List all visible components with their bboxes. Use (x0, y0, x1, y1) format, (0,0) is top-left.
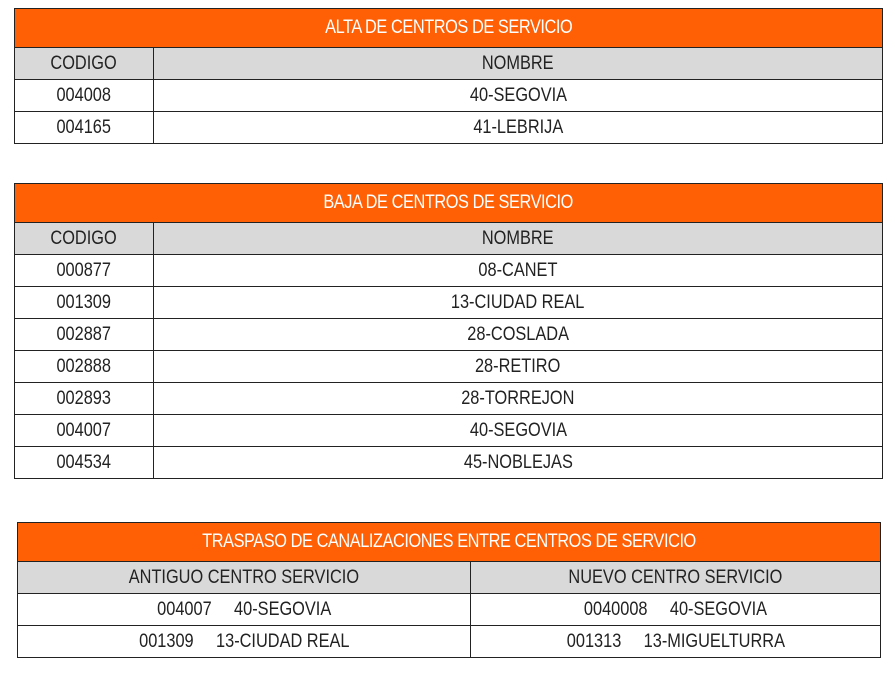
nuevo-nombre: 40-SEGOVIA (669, 598, 768, 620)
codigo-cell: 004007 (56, 419, 112, 441)
codigo-cell: 002888 (56, 355, 112, 377)
table-row: 004165 41-LEBRIJA (14, 111, 883, 144)
nombre-cell: 45-NOBLEJAS (463, 451, 573, 473)
baja-table: BAJA DE CENTROS DE SERVICIO CODIGO NOMBR… (13, 183, 884, 479)
baja-header-row: CODIGO NOMBRE (14, 222, 884, 255)
traspaso-header-row: ANTIGUO CENTRO SERVICIO NUEVO CENTRO SER… (17, 561, 881, 594)
table-row: 004007 40-SEGOVIA 0040008 40-SEGOVIA (17, 593, 881, 626)
alta-table: ALTA DE CENTROS DE SERVICIO CODIGO NOMBR… (14, 8, 883, 144)
traspaso-col-antiguo: ANTIGUO CENTRO SERVICIO (128, 566, 360, 588)
codigo-cell: 004534 (56, 451, 112, 473)
baja-title-row: BAJA DE CENTROS DE SERVICIO (13, 183, 884, 223)
codigo-cell: 002887 (56, 323, 112, 345)
baja-col-nombre: NOMBRE (482, 227, 554, 249)
codigo-cell: 004165 (56, 116, 112, 138)
antiguo-nombre: 13-CIUDAD REAL (215, 630, 350, 652)
table-row: 002887 28-COSLADA (14, 318, 884, 351)
traspaso-table: TRASPASO DE CANALIZACIONES ENTRE CENTROS… (17, 522, 881, 658)
nombre-cell: 40-SEGOVIA (469, 419, 567, 441)
nombre-cell: 28-COSLADA (467, 323, 569, 345)
table-row: 000877 08-CANET (14, 254, 884, 287)
antiguo-codigo: 001309 (138, 630, 194, 652)
antiguo-codigo: 004007 (156, 598, 212, 620)
baja-title: BAJA DE CENTROS DE SERVICIO (323, 192, 574, 213)
nombre-cell: 28-TORREJON (461, 387, 575, 409)
nuevo-codigo: 0040008 (583, 598, 648, 620)
table-row: 004007 40-SEGOVIA (14, 414, 884, 447)
table-row: 004534 45-NOBLEJAS (14, 446, 884, 479)
nombre-cell: 40-SEGOVIA (469, 84, 567, 106)
table-row: 002888 28-RETIRO (14, 350, 884, 383)
nombre-cell: 08-CANET (478, 259, 558, 281)
alta-title-row: ALTA DE CENTROS DE SERVICIO (14, 8, 883, 48)
alta-col-nombre: NOMBRE (482, 52, 554, 74)
codigo-cell: 001309 (56, 291, 112, 313)
nombre-cell: 13-CIUDAD REAL (451, 291, 585, 313)
traspaso-title-row: TRASPASO DE CANALIZACIONES ENTRE CENTROS… (17, 522, 881, 562)
alta-title: ALTA DE CENTROS DE SERVICIO (324, 17, 573, 38)
nuevo-codigo: 001313 (566, 630, 621, 652)
table-row: 002893 28-TORREJON (14, 382, 884, 415)
traspaso-title: TRASPASO DE CANALIZACIONES ENTRE CENTROS… (202, 531, 696, 552)
table-row: 001309 13-CIUDAD REAL (14, 286, 884, 319)
table-row: 004008 40-SEGOVIA (14, 79, 883, 112)
codigo-cell: 002893 (56, 387, 112, 409)
codigo-cell: 004008 (56, 84, 112, 106)
nombre-cell: 41-LEBRIJA (473, 116, 563, 138)
baja-col-codigo: CODIGO (50, 227, 118, 249)
nuevo-nombre: 13-MIGUELTURRA (643, 630, 785, 652)
nombre-cell: 28-RETIRO (475, 355, 561, 377)
table-row: 001309 13-CIUDAD REAL 001313 13-MIGUELTURR… (17, 625, 881, 658)
codigo-cell: 000877 (56, 259, 112, 281)
antiguo-nombre: 40-SEGOVIA (233, 598, 332, 620)
alta-col-codigo: CODIGO (50, 52, 118, 74)
alta-header-row: CODIGO NOMBRE (14, 47, 883, 80)
traspaso-col-nuevo: NUEVO CENTRO SERVICIO (568, 566, 783, 588)
